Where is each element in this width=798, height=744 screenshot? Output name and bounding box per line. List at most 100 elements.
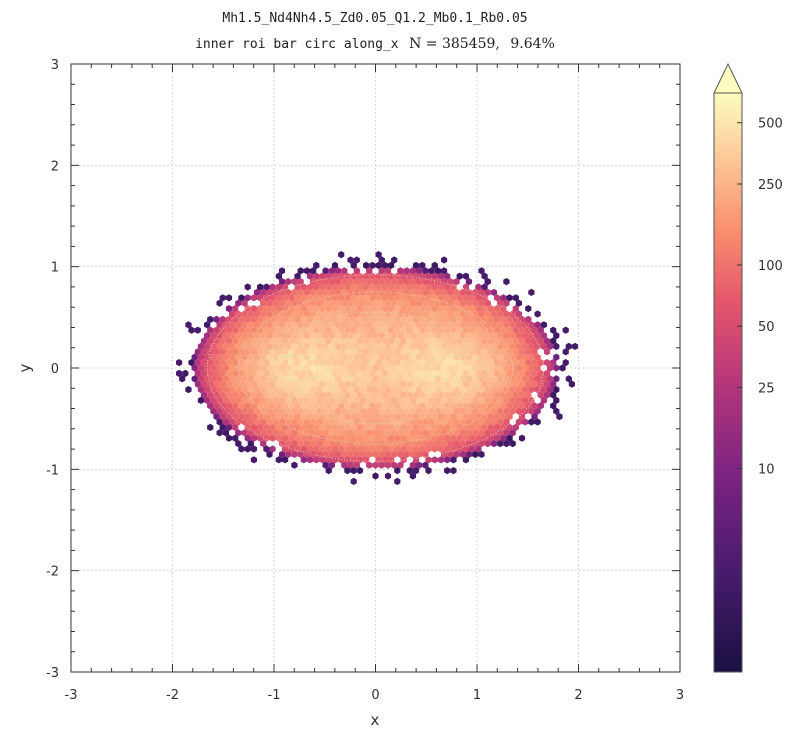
hexbin-cell <box>381 305 388 313</box>
hexbin-cell <box>222 332 229 340</box>
hexbin-cell <box>372 407 379 415</box>
hexbin-cell <box>478 440 485 448</box>
hexbin-cell <box>244 326 251 334</box>
hexbin-cell <box>422 321 429 329</box>
hexbin-cell <box>406 434 413 442</box>
hexbin-cell <box>397 353 404 361</box>
hexbin-cell <box>384 299 392 307</box>
hexbin-cell <box>453 429 460 437</box>
hexbin-cell <box>194 369 201 377</box>
hexbin-cell <box>484 353 491 361</box>
hexbin-cell <box>416 375 423 383</box>
hexbin-cell <box>325 337 332 345</box>
hexbin-cell <box>344 305 351 313</box>
hexbin-cell <box>338 423 345 431</box>
hexbin-cell <box>403 364 410 372</box>
hexbin-cell <box>447 440 454 448</box>
hexbin-cell <box>494 359 501 367</box>
hexbin-cell <box>204 396 211 404</box>
hexbin-cell <box>434 386 441 394</box>
hexbin-cell <box>356 326 363 334</box>
hexbin-cell <box>238 369 245 377</box>
hexbin-cell <box>369 423 376 431</box>
hexbin-cell <box>465 321 473 329</box>
hexbin-cell <box>303 407 310 415</box>
hexbin-cell <box>219 315 226 323</box>
hexbin-cell <box>384 321 392 329</box>
hexbin-cell <box>269 369 276 377</box>
hexbin-cell <box>534 353 541 361</box>
hexbin-cell <box>381 413 388 421</box>
hexbin-cell <box>197 353 204 361</box>
hexbin-cell <box>285 288 292 296</box>
hexbin-cell <box>469 305 476 313</box>
hexbin-cell <box>244 402 251 410</box>
hexbin-cell <box>272 407 279 415</box>
hexbin-cell <box>419 315 426 323</box>
hexbin-cell <box>313 261 320 269</box>
hexbin-cell <box>497 407 504 415</box>
hexbin-cell <box>235 440 242 448</box>
hexbin-cell <box>428 278 435 286</box>
hexbin-cell <box>534 407 541 415</box>
hexbin-cell <box>310 364 317 372</box>
hexbin-cell <box>353 375 360 383</box>
hexbin-cell <box>419 391 426 399</box>
hexbin-cell <box>403 267 410 275</box>
hexbin-cell <box>444 348 451 356</box>
hexbin-cell <box>478 364 485 372</box>
hexbin-cell <box>306 359 314 367</box>
hexbin-cell <box>434 267 441 275</box>
hexbin-cell <box>388 326 395 334</box>
hexbin-cell <box>419 445 426 453</box>
hexbin-cell <box>378 450 385 458</box>
hexbin-cell <box>409 429 416 437</box>
hexbin-cell <box>260 418 267 426</box>
hexbin-cell <box>369 283 376 291</box>
hexbin-cell <box>222 407 229 415</box>
hexbin-cell <box>400 337 407 345</box>
hexbin-cell <box>366 461 373 469</box>
hexbin-cell <box>291 342 298 350</box>
hexbin-cell <box>319 305 326 313</box>
hexbin-cell <box>428 386 435 394</box>
hexbin-cell <box>269 326 276 334</box>
hexbin-cell <box>447 396 454 404</box>
hexbin-cell <box>288 413 295 421</box>
hexbin-cell <box>384 310 392 318</box>
hexbin-cell <box>335 278 342 286</box>
hexbin-cell <box>465 364 473 372</box>
hexbin-cell <box>434 353 441 361</box>
hexbin-cell <box>422 418 429 426</box>
colorbar-tick-label: 25 <box>758 382 775 397</box>
hexbin-cell <box>185 321 192 329</box>
hexbin-cell <box>378 429 385 437</box>
hexbin-cell <box>469 337 476 345</box>
hexbin-cell <box>341 288 348 296</box>
hexbin-cell <box>176 369 183 377</box>
hexbin-cell <box>425 402 432 410</box>
hexbin-cell <box>465 396 473 404</box>
hexbin-cell <box>500 369 507 377</box>
hexbin-cell <box>344 326 351 334</box>
hexbin-cell <box>388 445 395 453</box>
hexbin-cell <box>406 413 413 421</box>
hexbin-cell <box>459 332 466 340</box>
hexbin-cell <box>306 326 314 334</box>
hexbin-cell <box>565 342 572 350</box>
hexbin-cell <box>335 353 342 361</box>
hexbin-cell <box>341 461 348 469</box>
hexbin-cell <box>459 321 466 329</box>
hexbin-cell <box>484 310 491 318</box>
hexbin-cell <box>210 407 217 415</box>
hexbin-cell <box>518 369 526 377</box>
hexbin-cell <box>478 407 485 415</box>
hexbin-cell <box>219 348 226 356</box>
hexbin-cell <box>260 342 267 350</box>
hexbin-cell <box>278 450 286 458</box>
hexbin-cell <box>288 402 295 410</box>
hexbin-cell <box>266 342 273 350</box>
hexbin-cell <box>500 434 507 442</box>
hexbin-cell <box>400 272 407 280</box>
hexbin-cell <box>378 461 385 469</box>
